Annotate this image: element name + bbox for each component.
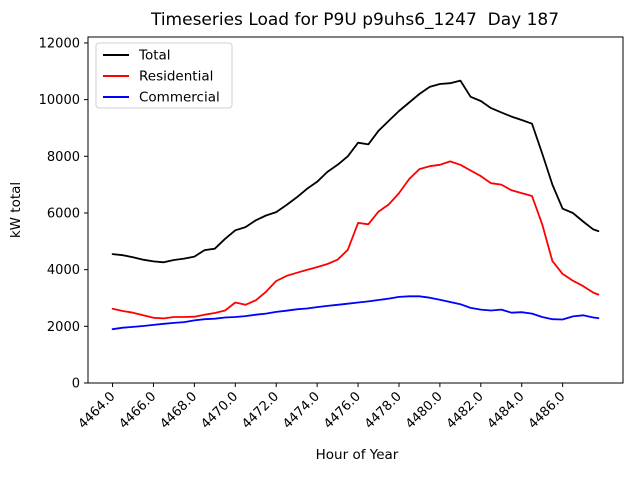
legend-label-residential: Residential: [139, 69, 213, 85]
x-tick-label: 4482.0: [444, 389, 487, 432]
y-tick-label: 0: [72, 377, 80, 392]
x-tick-label: 4472.0: [239, 389, 282, 432]
y-tick-label: 10000: [39, 93, 80, 108]
x-tick-label: 4478.0: [362, 389, 405, 432]
x-tick-label: 4470.0: [198, 389, 241, 432]
series-lines: [111, 79, 600, 331]
x-tick-label: 4468.0: [157, 389, 200, 432]
series-line-total: [111, 79, 600, 264]
x-axis-ticks: 4464.04466.04468.04470.04472.04474.04476…: [76, 383, 569, 432]
x-tick-label: 4474.0: [280, 389, 323, 432]
x-tick-label: 4484.0: [485, 389, 528, 432]
y-tick-label: 2000: [47, 320, 80, 335]
y-axis-label: kW total: [8, 182, 24, 238]
y-tick-label: 12000: [39, 36, 80, 51]
legend-label-commercial: Commercial: [139, 90, 220, 106]
x-axis-label: Hour of Year: [316, 447, 399, 463]
y-axis-ticks: 0 2000 4000 6000 8000 10000 12000: [39, 36, 88, 392]
legend-label-total: Total: [138, 48, 171, 64]
series-line-commercial: [111, 295, 600, 331]
series-line-residential: [111, 160, 600, 320]
y-tick-label: 4000: [47, 263, 80, 278]
x-tick-label: 4464.0: [76, 389, 119, 432]
y-tick-label: 8000: [47, 150, 80, 165]
x-tick-label: 4480.0: [403, 389, 446, 432]
legend-box: [95, 42, 233, 109]
legend: Total Residential Commercial: [95, 42, 233, 109]
chart-title: Timeseries Load for P9U p9uhs6_1247 Day …: [150, 10, 559, 30]
x-tick-label: 4466.0: [117, 389, 160, 432]
x-tick-label: 4486.0: [526, 389, 569, 432]
y-tick-label: 6000: [47, 206, 80, 221]
x-tick-label: 4476.0: [321, 389, 364, 432]
